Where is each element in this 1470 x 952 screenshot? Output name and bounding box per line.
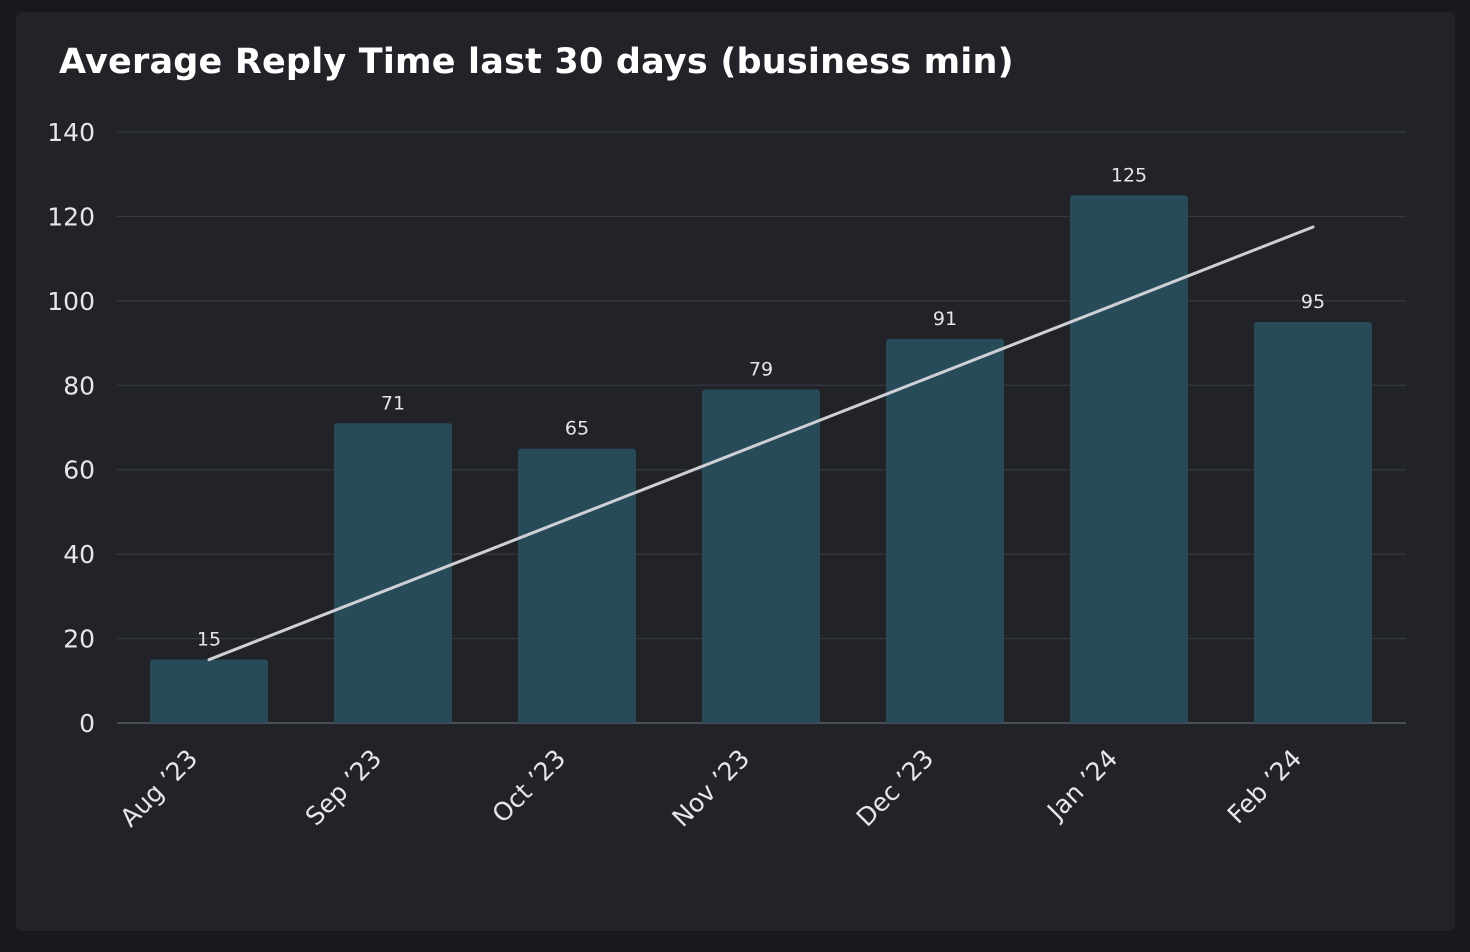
y-axis-ticks: 0 20 40 60 80 100 120 140 bbox=[47, 118, 95, 738]
x-tick-label: Feb ’24 bbox=[1222, 744, 1308, 830]
data-labels: 15 71 65 79 91 125 95 bbox=[197, 164, 1325, 650]
x-tick-label: Nov ’23 bbox=[667, 744, 756, 833]
data-label: 95 bbox=[1301, 291, 1325, 313]
y-tick-label: 120 bbox=[47, 202, 95, 231]
bar bbox=[150, 659, 268, 723]
x-tick-label: Oct ’23 bbox=[486, 744, 571, 829]
bar bbox=[1070, 195, 1188, 724]
data-label: 65 bbox=[565, 418, 589, 440]
bar bbox=[518, 448, 636, 723]
bar bbox=[334, 423, 452, 723]
x-tick-label: Dec ’23 bbox=[851, 744, 939, 832]
x-tick-label: Sep ’23 bbox=[300, 744, 388, 832]
grid-lines bbox=[117, 131, 1406, 724]
y-tick-label: 60 bbox=[63, 456, 95, 485]
y-tick-label: 40 bbox=[63, 540, 95, 569]
trendline bbox=[207, 225, 1315, 662]
y-tick-label: 80 bbox=[63, 371, 95, 400]
data-label: 15 bbox=[197, 629, 221, 651]
bar bbox=[1254, 321, 1372, 723]
y-tick-label: 140 bbox=[47, 118, 95, 147]
chart-title: Average Reply Time last 30 days (busines… bbox=[59, 42, 1014, 82]
bar bbox=[702, 389, 820, 723]
bar bbox=[886, 338, 1004, 723]
x-tick-label: Jan ’24 bbox=[1040, 744, 1123, 827]
data-label: 79 bbox=[749, 359, 773, 381]
y-tick-label: 0 bbox=[79, 709, 95, 738]
y-tick-label: 100 bbox=[47, 287, 95, 316]
x-axis-ticks: Aug ’23 Sep ’23 Oct ’23 Nov ’23 Dec ’23 Jan ’… bbox=[114, 744, 1307, 833]
y-tick-label: 20 bbox=[63, 625, 95, 654]
data-label: 71 bbox=[381, 392, 405, 414]
trendline-path bbox=[207, 225, 1315, 662]
data-label: 125 bbox=[1111, 164, 1147, 186]
x-tick-label: Aug ’23 bbox=[114, 744, 203, 833]
bars bbox=[150, 195, 1372, 724]
data-label: 91 bbox=[933, 308, 957, 330]
